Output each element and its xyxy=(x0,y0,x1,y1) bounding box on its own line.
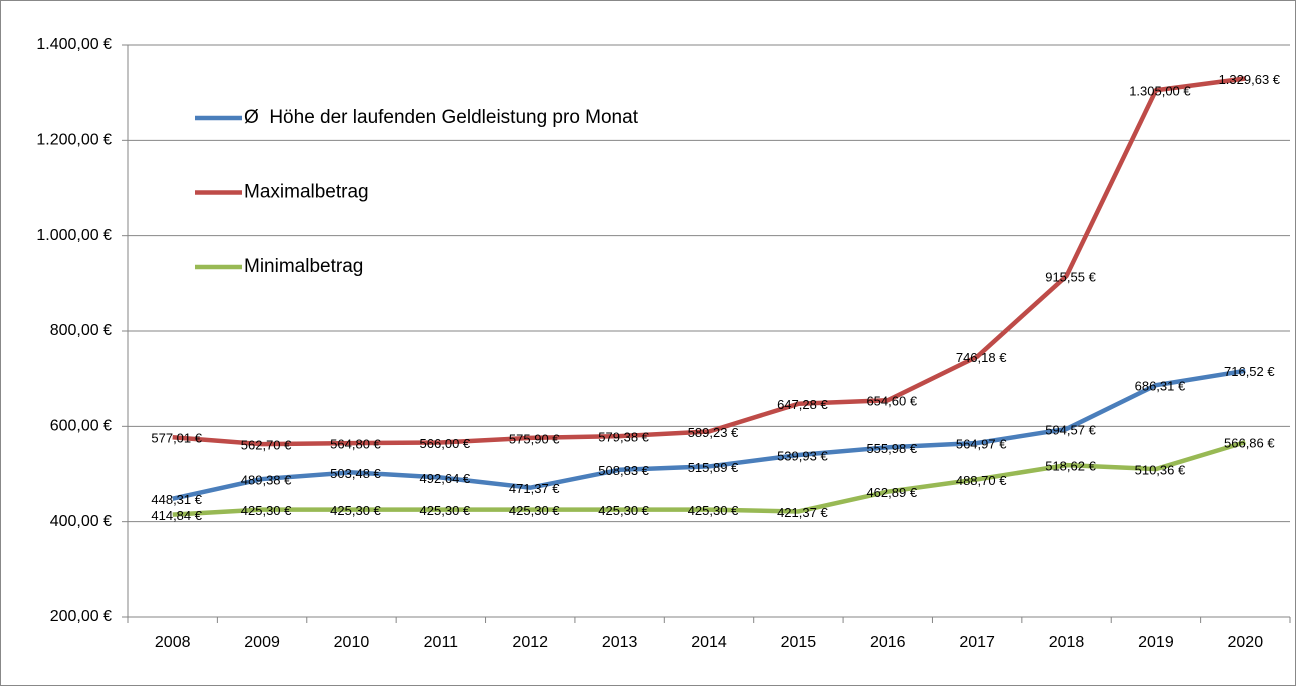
legend-label: Maximalbetrag xyxy=(244,182,369,203)
y-tick-label: 200,00 € xyxy=(50,608,112,625)
data-label: 421,37 € xyxy=(777,505,828,520)
x-tick-label: 2010 xyxy=(334,634,370,651)
legend-label: Minimalbetrag xyxy=(244,256,363,277)
x-tick-label: 2012 xyxy=(512,634,548,651)
data-label: 564,97 € xyxy=(956,436,1007,451)
y-tick-label: 800,00 € xyxy=(50,322,112,339)
y-tick-label: 1.000,00 € xyxy=(36,227,112,244)
data-label: 488,70 € xyxy=(956,473,1007,488)
data-label: 594,57 € xyxy=(1045,422,1096,437)
data-label: 471,37 € xyxy=(509,481,560,496)
data-label: 539,93 € xyxy=(777,448,828,463)
data-label: 489,38 € xyxy=(241,472,292,487)
data-label: 566,86 € xyxy=(1224,436,1275,451)
data-label: 448,31 € xyxy=(151,492,202,507)
data-label: 518,62 € xyxy=(1045,459,1096,474)
data-label: 425,30 € xyxy=(330,503,381,518)
x-tick-label: 2014 xyxy=(691,634,727,651)
data-label: 654,60 € xyxy=(866,394,917,409)
series-line xyxy=(172,368,1246,501)
data-label: 915,55 € xyxy=(1045,269,1096,284)
legend-label: Ø Höhe der laufenden Geldleistung pro Mo… xyxy=(244,107,639,128)
y-tick-label: 400,00 € xyxy=(50,513,112,530)
data-label: 515,89 € xyxy=(688,460,739,475)
x-tick-label: 2009 xyxy=(244,634,280,651)
y-tick-label: 600,00 € xyxy=(50,418,112,435)
data-label: 425,30 € xyxy=(241,503,292,518)
y-tick-label: 1.400,00 € xyxy=(36,36,112,53)
x-tick-label: 2016 xyxy=(870,634,906,651)
data-label: 503,48 € xyxy=(330,466,381,481)
data-label: 579,38 € xyxy=(598,430,649,445)
series-line xyxy=(172,439,1246,517)
data-label: 562,70 € xyxy=(241,438,292,453)
data-label: 575,90 € xyxy=(509,431,560,446)
data-label: 508,83 € xyxy=(598,463,649,478)
data-label: 510,36 € xyxy=(1135,462,1186,477)
data-label: 1.329,63 € xyxy=(1219,72,1281,87)
x-tick-label: 2015 xyxy=(781,634,817,651)
data-label: 566,00 € xyxy=(420,436,471,451)
x-tick-label: 2018 xyxy=(1049,634,1085,651)
data-label: 647,28 € xyxy=(777,397,828,412)
data-label: 564,80 € xyxy=(330,437,381,452)
data-label: 589,23 € xyxy=(688,425,739,440)
x-tick-label: 2013 xyxy=(602,634,638,651)
data-label: 425,30 € xyxy=(509,503,560,518)
x-tick-label: 2011 xyxy=(424,634,459,651)
data-label: 425,30 € xyxy=(598,503,649,518)
x-tick-label: 2019 xyxy=(1138,634,1174,651)
y-tick-label: 1.200,00 € xyxy=(36,132,112,149)
x-tick-label: 2017 xyxy=(959,634,995,651)
data-label: 716,52 € xyxy=(1224,364,1275,379)
data-label: 414,84 € xyxy=(151,508,202,523)
data-label: 425,30 € xyxy=(688,503,739,518)
series-line xyxy=(172,76,1246,447)
data-label: 577,01 € xyxy=(151,431,202,446)
data-label: 462,89 € xyxy=(866,485,917,500)
data-label: 492,64 € xyxy=(420,471,471,486)
data-label: 555,98 € xyxy=(866,441,917,456)
x-tick-label: 2020 xyxy=(1228,634,1264,651)
data-label: 686,31 € xyxy=(1135,379,1186,394)
data-label: 746,18 € xyxy=(956,350,1007,365)
data-label: 425,30 € xyxy=(420,503,471,518)
x-tick-label: 2008 xyxy=(155,634,191,651)
data-label: 1.305,00 € xyxy=(1129,84,1191,99)
